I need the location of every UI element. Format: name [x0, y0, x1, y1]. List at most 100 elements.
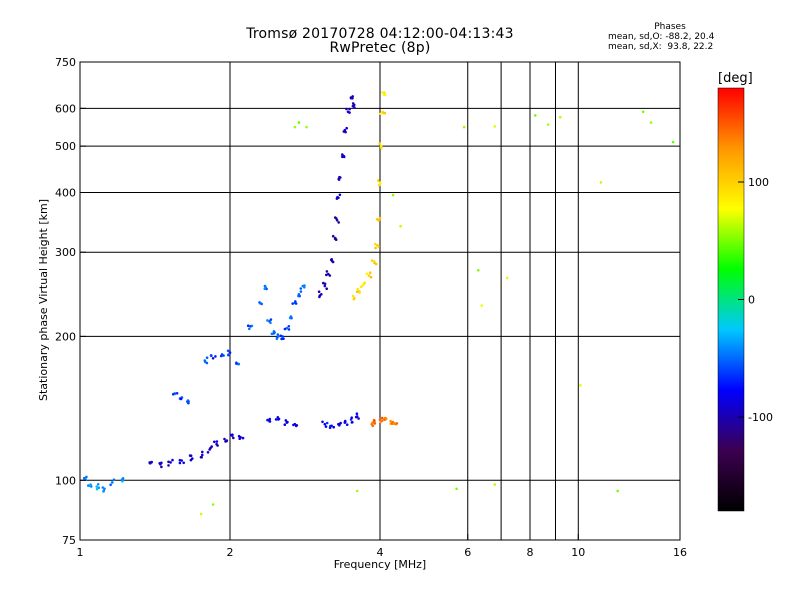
data-point [178, 461, 182, 465]
data-point [353, 106, 356, 109]
data-point [351, 420, 354, 424]
data-point [356, 287, 360, 291]
x-tick-label: 6 [464, 546, 471, 559]
data-point [87, 484, 90, 487]
data-point [369, 275, 373, 279]
data-points [83, 91, 675, 516]
data-point [318, 295, 321, 299]
data-point [399, 224, 402, 228]
data-point [235, 362, 238, 365]
data-point [355, 290, 359, 294]
data-point [200, 456, 203, 459]
data-point [263, 287, 267, 291]
data-point [282, 337, 285, 341]
chart-subtitle: RwPretec (8p) [329, 40, 431, 56]
data-point [216, 444, 219, 447]
data-point [351, 294, 355, 298]
data-point [205, 356, 209, 360]
data-point [381, 91, 384, 94]
data-point [188, 454, 192, 457]
data-point [109, 483, 112, 487]
data-point [373, 260, 376, 263]
data-point [546, 123, 550, 126]
data-point [323, 422, 327, 426]
data-point [276, 333, 280, 336]
data-point [344, 130, 347, 134]
data-point [303, 286, 306, 289]
data-point [383, 91, 386, 94]
y-tick-label: 75 [62, 534, 76, 547]
data-point [480, 304, 484, 307]
data-point [338, 424, 341, 427]
data-point [579, 384, 582, 387]
data-point [343, 421, 347, 424]
data-point [324, 425, 328, 428]
data-point [325, 270, 329, 273]
data-point [283, 423, 287, 427]
data-point [269, 321, 272, 325]
x-axis-label: Frequency [MHz] [334, 558, 426, 571]
x-tick-label: 16 [673, 546, 687, 559]
data-point [338, 193, 342, 197]
data-point [365, 272, 369, 276]
data-point [380, 146, 383, 150]
data-point [649, 121, 653, 124]
x-tick-label: 2 [227, 546, 234, 559]
phase-stats-o: mean, sd,O: -88.2, 20.4 [608, 32, 715, 42]
data-point [293, 125, 297, 129]
data-point [378, 216, 382, 220]
data-point [599, 181, 603, 184]
data-point [179, 397, 183, 401]
data-point [276, 416, 280, 419]
data-point [284, 419, 288, 422]
colorbar-tick-label: 100 [748, 176, 769, 189]
data-point [616, 489, 619, 493]
x-tick-label: 10 [571, 546, 585, 559]
data-point [323, 282, 327, 286]
data-point [378, 142, 381, 145]
data-point [368, 271, 372, 275]
data-point [350, 416, 354, 420]
y-axis-ticks: 75 100 200 300 400 500 600 750 [55, 56, 86, 547]
data-point [111, 481, 114, 484]
data-point [178, 458, 182, 462]
data-point [199, 512, 203, 516]
data-point [671, 140, 675, 144]
data-point [268, 420, 272, 423]
data-point [348, 107, 351, 111]
data-point [95, 485, 98, 488]
data-point [354, 415, 358, 419]
data-point [167, 464, 170, 467]
data-point [120, 478, 124, 481]
data-point [379, 420, 383, 424]
data-point [299, 287, 303, 290]
data-point [325, 421, 329, 425]
data-point [209, 446, 212, 450]
data-point [232, 436, 235, 440]
data-point [182, 461, 185, 465]
data-point [371, 424, 375, 428]
phase-stats-x: mean, sd,X: 93.8, 22.2 [608, 42, 714, 52]
data-point [149, 461, 152, 465]
data-point [380, 416, 384, 420]
data-point [97, 486, 101, 490]
data-point [274, 418, 278, 421]
data-point [280, 337, 283, 341]
data-point [237, 362, 241, 366]
data-point [377, 184, 381, 187]
data-point [379, 112, 383, 116]
data-point [455, 487, 458, 491]
data-point [353, 296, 356, 300]
data-point [297, 121, 301, 124]
y-tick-label: 400 [55, 186, 76, 199]
data-point [211, 357, 215, 360]
data-point [345, 423, 349, 427]
data-point [169, 461, 172, 464]
data-point [221, 354, 224, 357]
data-point [373, 422, 377, 425]
data-point [214, 355, 217, 358]
data-point [171, 458, 174, 462]
data-point [328, 274, 332, 277]
data-point [351, 102, 355, 105]
